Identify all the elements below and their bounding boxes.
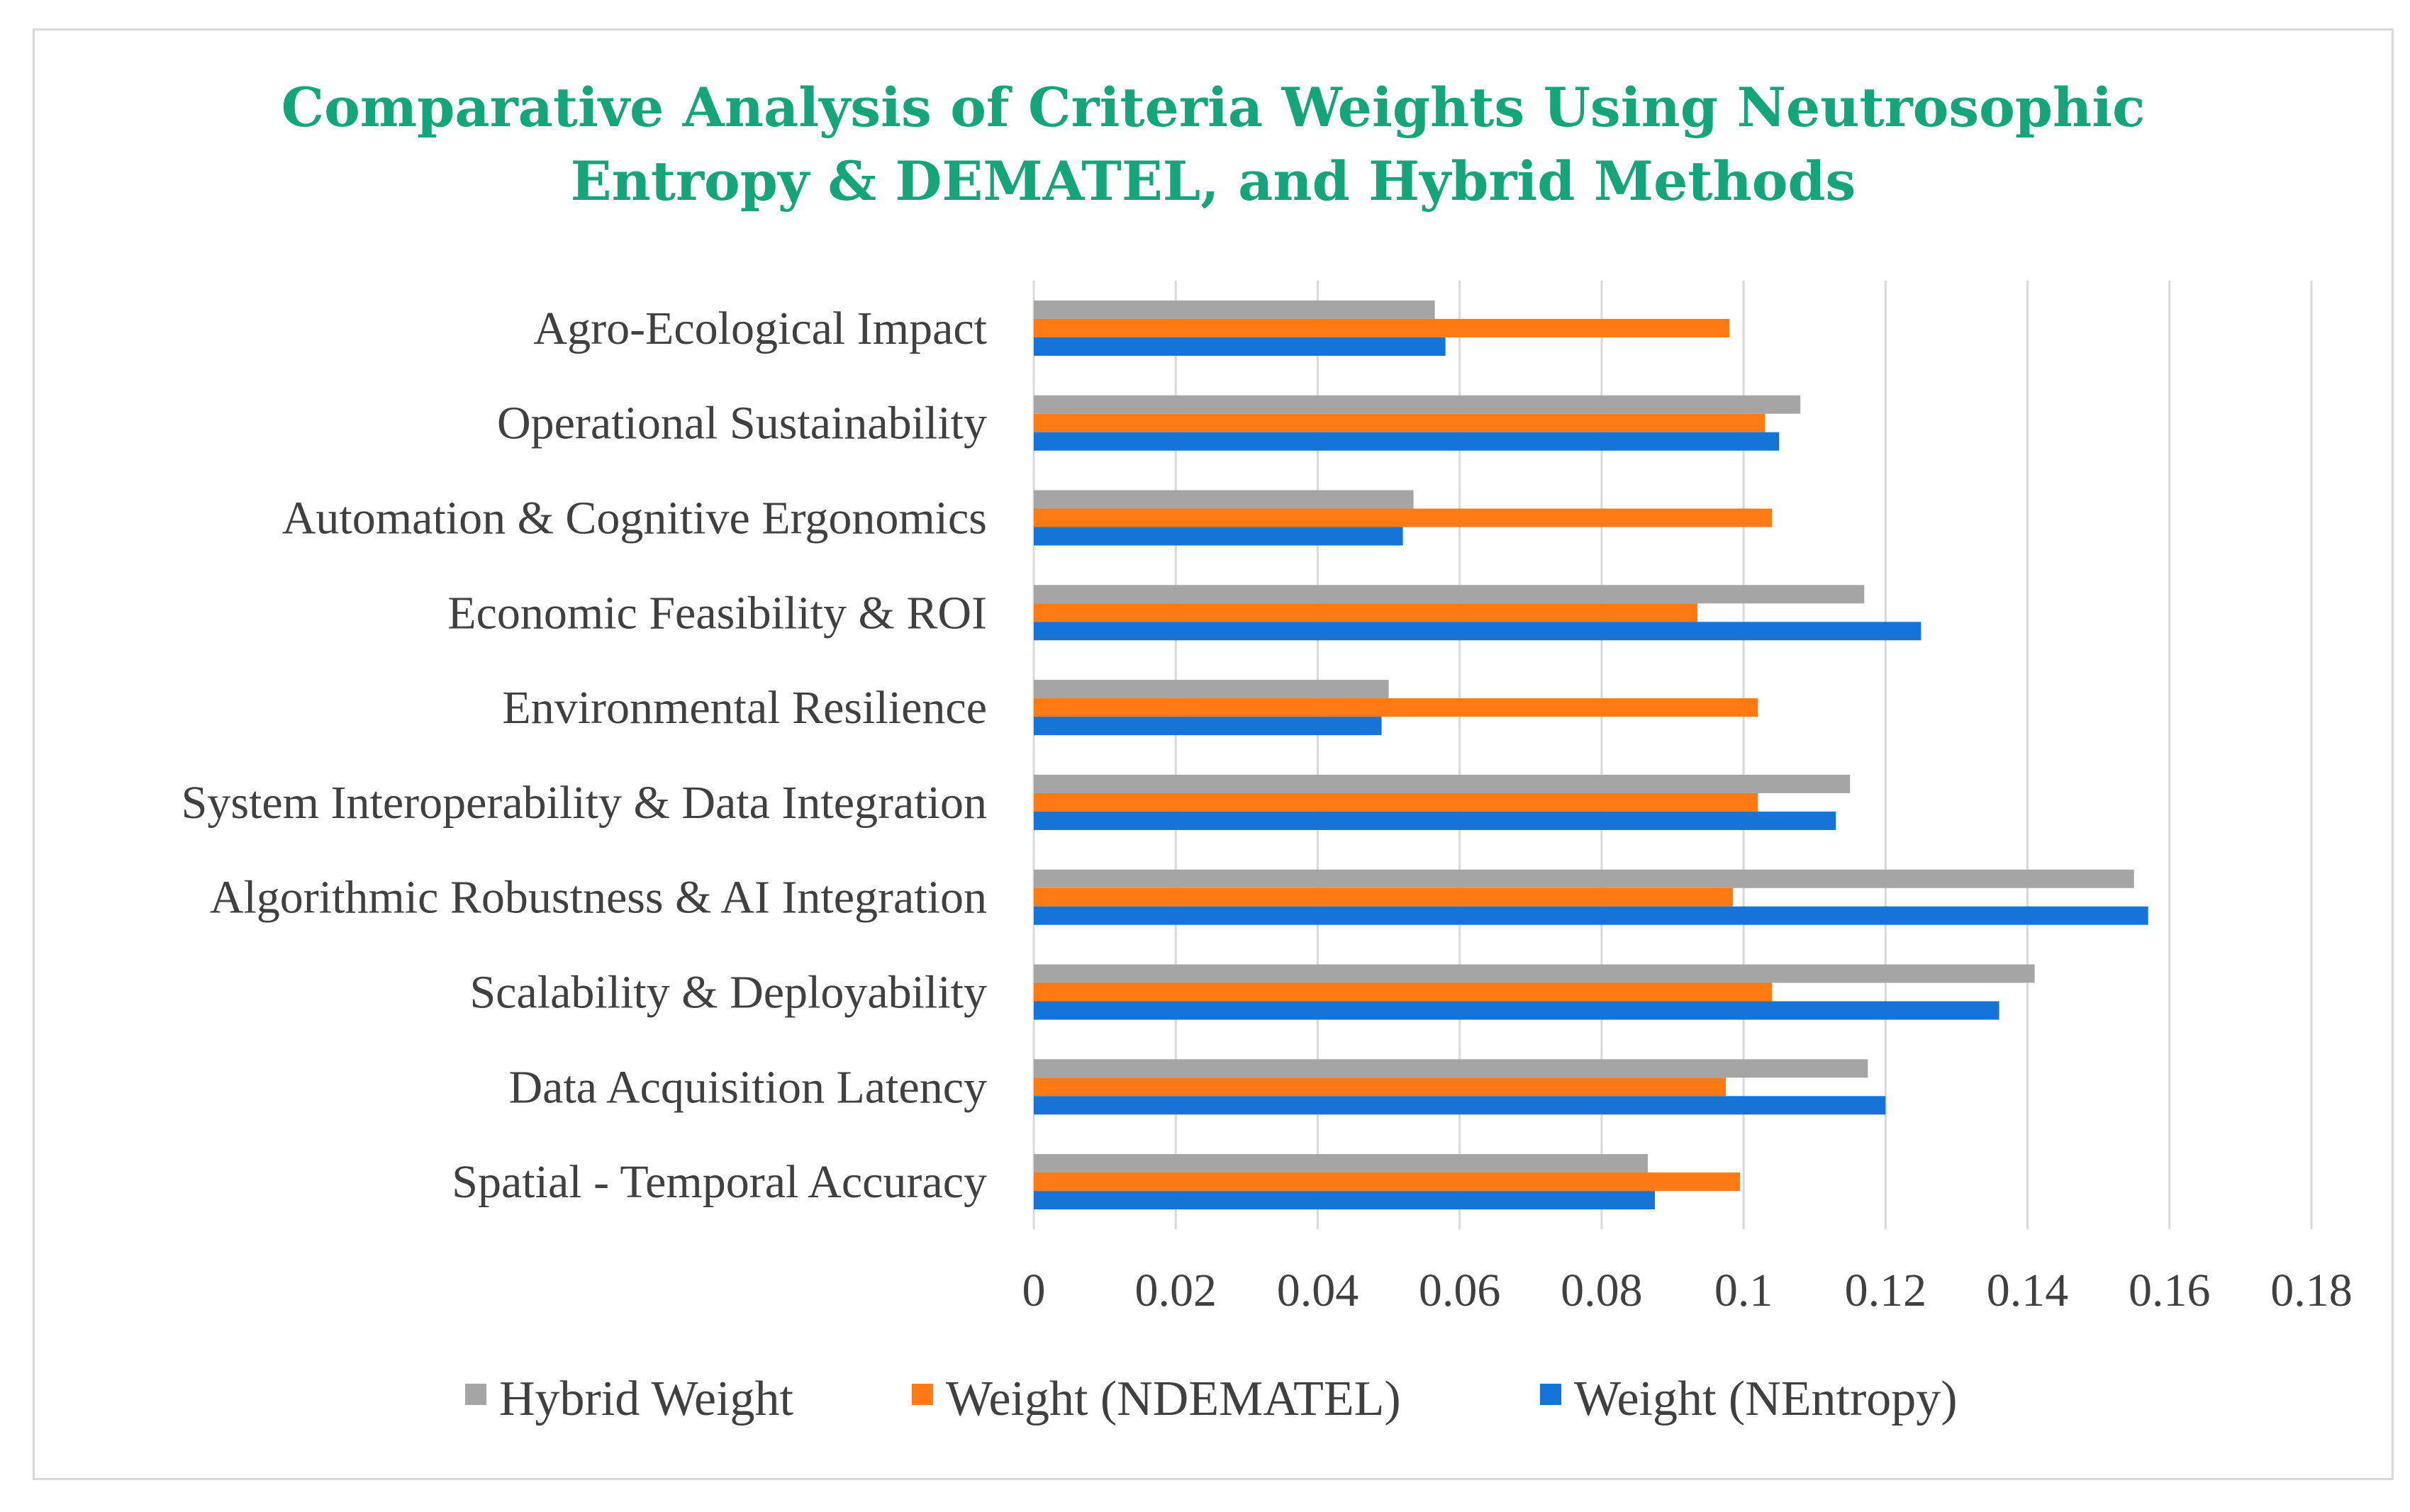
x-tick-label-0-02: 0.02 — [1134, 1265, 1217, 1316]
category-label-system-interoperability-data-integration: System Interoperability & Data Integrati… — [182, 777, 987, 829]
bar-hybrid-weight-operational-sustainability — [1034, 395, 1801, 414]
bar-hybrid-weight-algorithmic-robustness-ai-integration — [1034, 869, 2134, 888]
chart-title-line-1: Comparative Analysis of Criteria Weights… — [281, 76, 2146, 139]
category-label-scalability-deployability: Scalability & Deployability — [469, 967, 987, 1019]
bar-weight-nentropy-operational-sustainability — [1034, 432, 1780, 451]
legend-label-hybrid-weight: Hybrid Weight — [499, 1372, 794, 1426]
bar-weight-ndematel-scalability-deployability — [1034, 982, 1773, 1002]
legend-label-weight-nentropy: Weight (NEntropy) — [1574, 1372, 1958, 1426]
bar-weight-ndematel-operational-sustainability — [1034, 413, 1765, 432]
bar-hybrid-weight-environmental-resilience — [1034, 680, 1389, 699]
bar-weight-ndematel-data-acquisition-latency — [1034, 1077, 1726, 1097]
bar-weight-ndematel-economic-feasibility-roi — [1034, 603, 1698, 622]
bar-weight-nentropy-system-interoperability-data-integration — [1034, 811, 1836, 830]
legend-label-weight-ndematel: Weight (NDEMATEL) — [946, 1372, 1401, 1426]
category-label-agro-ecological-impact: Agro-Ecological Impact — [533, 303, 987, 354]
x-tick-label-0-06: 0.06 — [1419, 1265, 1501, 1316]
x-axis-tick-labels: 0 0.02 0.04 0.06 0.08 0.1 0.12 0.14 0.16 0.18 — [1022, 1265, 2353, 1316]
category-label-data-acquisition-latency: Data Acquisition Latency — [509, 1061, 987, 1113]
category-label-environmental-resilience: Environmental Resilience — [502, 682, 987, 734]
category-label-economic-feasibility-roi: Economic Feasibility & ROI — [447, 587, 987, 639]
bar-weight-ndematel-spatial-temporal-accuracy — [1034, 1172, 1741, 1192]
x-tick-label-0-04: 0.04 — [1277, 1265, 1359, 1316]
bar-weight-nentropy-environmental-resilience — [1034, 717, 1382, 736]
bar-hybrid-weight-system-interoperability-data-integration — [1034, 774, 1851, 793]
x-tick-label-0-08: 0.08 — [1561, 1265, 1643, 1316]
bar-weight-nentropy-agro-ecological-impact — [1034, 337, 1446, 356]
bar-weight-nentropy-spatial-temporal-accuracy — [1034, 1191, 1655, 1210]
bar-weight-nentropy-economic-feasibility-roi — [1034, 622, 1921, 641]
legend-swatch-weight-ndematel — [912, 1384, 933, 1405]
bar-weight-nentropy-data-acquisition-latency — [1034, 1096, 1886, 1115]
x-tick-label-0-18: 0.18 — [2270, 1265, 2353, 1316]
bar-weight-ndematel-environmental-resilience — [1034, 698, 1758, 717]
category-label-algorithmic-robustness-ai-integration: Algorithmic Robustness & AI Integration — [210, 872, 987, 924]
x-tick-label-0-14: 0.14 — [1987, 1265, 2069, 1316]
bar-weight-ndematel-agro-ecological-impact — [1034, 318, 1730, 337]
legend-swatch-weight-nentropy — [1540, 1384, 1561, 1405]
bars — [1034, 300, 2148, 1210]
bar-hybrid-weight-data-acquisition-latency — [1034, 1059, 1868, 1078]
bar-weight-ndematel-automation-cognitive-ergonomics — [1034, 508, 1773, 527]
x-tick-label-0-1: 0.1 — [1714, 1265, 1773, 1316]
category-label-automation-cognitive-ergonomics: Automation & Cognitive Ergonomics — [282, 493, 987, 544]
chart-title: Comparative Analysis of Criteria Weights… — [33, 71, 2394, 218]
bar-hybrid-weight-automation-cognitive-ergonomics — [1034, 490, 1414, 509]
bar-hybrid-weight-spatial-temporal-accuracy — [1034, 1154, 1648, 1173]
bar-hybrid-weight-agro-ecological-impact — [1034, 300, 1435, 319]
legend: Hybrid Weight Weight (NDEMATEL) Weight (NE… — [465, 1372, 1958, 1426]
bar-weight-nentropy-scalability-deployability — [1034, 1001, 1999, 1020]
chart-title-line-2: Entropy & DEMATEL, and Hybrid Methods — [570, 150, 1856, 213]
category-label-operational-sustainability: Operational Sustainability — [497, 398, 987, 449]
x-tick-label-0: 0 — [1022, 1265, 1046, 1316]
x-tick-label-0-12: 0.12 — [1845, 1265, 1927, 1316]
x-tick-label-0-16: 0.16 — [2129, 1265, 2211, 1316]
category-labels: Agro-Ecological Impact Operational Sustai… — [182, 303, 987, 1208]
bar-weight-nentropy-automation-cognitive-ergonomics — [1034, 527, 1403, 546]
bar-hybrid-weight-scalability-deployability — [1034, 964, 2035, 983]
bar-weight-ndematel-system-interoperability-data-integration — [1034, 793, 1758, 812]
category-label-spatial-temporal-accuracy: Spatial - Temporal Accuracy — [452, 1156, 987, 1208]
bar-weight-ndematel-algorithmic-robustness-ai-integration — [1034, 887, 1734, 907]
chart-frame — [33, 28, 2394, 1480]
bar-hybrid-weight-economic-feasibility-roi — [1034, 585, 1865, 604]
bar-weight-nentropy-algorithmic-robustness-ai-integration — [1034, 906, 2148, 925]
legend-swatch-hybrid-weight — [465, 1384, 486, 1405]
